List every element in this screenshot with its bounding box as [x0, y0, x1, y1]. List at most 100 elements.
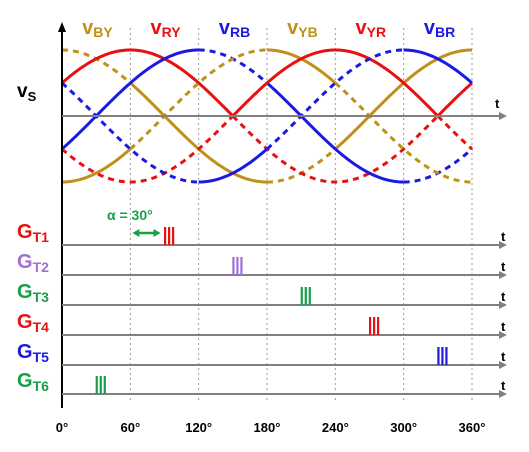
axes: t — [58, 22, 507, 408]
series-br-segment-0 — [61, 81, 199, 184]
grid-lines — [129, 28, 473, 400]
gate-label-t1: GT1 — [17, 221, 49, 245]
series-by-segment-2 — [266, 147, 337, 184]
gate-pulse-t3-bar-0 — [300, 287, 303, 305]
gate-label-main: G — [17, 251, 33, 273]
gate-label-main: G — [17, 370, 33, 392]
gate-label-main: G — [17, 341, 33, 363]
series-ry-segment-0 — [61, 48, 234, 118]
firing-angle-arrowhead-right — [153, 229, 161, 237]
gate-label-t3: GT3 — [17, 281, 49, 305]
series-rb-segment-2 — [266, 81, 404, 184]
gate-pulse-t2-bar-0 — [232, 257, 235, 275]
series-label-main: v — [151, 17, 163, 39]
series-yr-segment-1 — [231, 48, 439, 118]
series-label-main: v — [356, 17, 368, 39]
gate-label-sub: T3 — [33, 289, 50, 305]
y-axis-label-sub: S — [28, 89, 37, 104]
gate-row-arrowhead-t5 — [499, 361, 507, 369]
series-by-segment-0 — [61, 48, 132, 85]
gate-row-t-label: t — [501, 319, 506, 334]
gate-label-t5: GT5 — [17, 341, 49, 365]
x-tick-label-360: 360° — [459, 420, 486, 435]
gate-pulse-t3-bar-1 — [304, 287, 307, 305]
series-yb-segment-3 — [334, 81, 473, 184]
gate-label-sub: T1 — [33, 229, 50, 245]
series-yb-segment-2 — [266, 48, 337, 85]
gate-label-sub: T6 — [33, 378, 50, 394]
gate-pulse-t1-bar-2 — [172, 227, 175, 245]
series-label-main: v — [82, 17, 94, 39]
gate-label-main: G — [17, 281, 33, 303]
series-br-segment-1 — [198, 147, 268, 184]
gate-label-t6: GT6 — [17, 370, 49, 394]
y-axis-arrowhead — [58, 22, 66, 32]
gate-pulse-t3-bar-2 — [308, 287, 311, 305]
gate-pulse-t4-bar-1 — [373, 317, 376, 335]
gate-label-main: G — [17, 221, 33, 243]
gate-label-sub: T2 — [33, 259, 50, 275]
gate-pulse-t2-bar-1 — [236, 257, 239, 275]
gate-row-arrowhead-t3 — [499, 301, 507, 309]
x-axis-arrowhead — [499, 112, 507, 120]
series-label-ry: vRY — [151, 17, 182, 40]
firing-angle-label: α = 30° — [107, 207, 153, 223]
gate-row-t-label: t — [501, 378, 506, 393]
x-tick-label-180: 180° — [254, 420, 281, 435]
x-tick-label-300: 300° — [390, 420, 417, 435]
series-br-segment-3 — [403, 48, 473, 85]
gate-pulse-t4-bar-2 — [377, 317, 380, 335]
series-yr-segment-0 — [61, 114, 234, 184]
x-tick-label-240: 240° — [322, 420, 349, 435]
gate-pulse-t2-bar-2 — [240, 257, 243, 275]
x-tick-label-0: 0° — [56, 420, 68, 435]
gate-pulse-t5-bar-2 — [445, 347, 448, 365]
gate-pulse-t4-bar-0 — [369, 317, 372, 335]
series-label-sub: RY — [162, 24, 182, 40]
gate-pulse-t6-bar-0 — [95, 376, 98, 394]
gate-row-arrowhead-t2 — [499, 271, 507, 279]
series-label-main: v — [287, 17, 299, 39]
gate-row-t-label: t — [501, 229, 506, 244]
gate-label-t2: GT2 — [17, 251, 49, 275]
gate-row-t-label: t — [501, 349, 506, 364]
gate-pulse-t1-bar-1 — [168, 227, 171, 245]
series-label-main: v — [424, 17, 436, 39]
gate-row-arrowhead-t1 — [499, 241, 507, 249]
series-rb-segment-3 — [403, 147, 473, 184]
series-rb-segment-1 — [198, 48, 268, 85]
gate-pulse-t5-bar-0 — [437, 347, 440, 365]
gate-row-arrowhead-t6 — [499, 390, 507, 398]
x-tick-label-60: 60° — [120, 420, 140, 435]
y-axis-label: vS — [17, 81, 37, 104]
gate-label-main: G — [17, 311, 33, 333]
series-label-br: vBR — [424, 17, 455, 40]
series-label-sub: YR — [367, 24, 386, 40]
gate-pulse-t6-bar-2 — [103, 376, 106, 394]
series-label-by: vBY — [82, 17, 113, 40]
x-tick-label-120: 120° — [185, 420, 212, 435]
series-label-sub: YB — [298, 24, 317, 40]
series-yb-segment-0 — [61, 147, 132, 184]
x-axis-label: t — [495, 96, 500, 111]
series-yr-segment-2 — [436, 114, 473, 151]
series-label-sub: BY — [93, 24, 113, 40]
y-axis-label-main: v — [17, 81, 28, 102]
series-ry-segment-2 — [436, 81, 473, 118]
firing-angle-arrowhead-left — [132, 229, 140, 237]
gate-label-sub: T5 — [33, 349, 50, 365]
gate-row-t-label: t — [501, 289, 506, 304]
voltage-waveforms — [61, 48, 473, 184]
series-label-rb: vRB — [219, 17, 250, 40]
gate-row-arrowhead-t4 — [499, 331, 507, 339]
series-by-segment-1 — [129, 81, 268, 184]
gate-pulse-t1-bar-0 — [164, 227, 167, 245]
series-label-yr: vYR — [356, 17, 387, 40]
series-label-sub: RB — [230, 24, 250, 40]
series-rb-segment-0 — [61, 48, 199, 151]
series-label-yb: vYB — [287, 17, 318, 40]
gate-pulse-t5-bar-1 — [441, 347, 444, 365]
gate-label-t4: GT4 — [17, 311, 49, 335]
